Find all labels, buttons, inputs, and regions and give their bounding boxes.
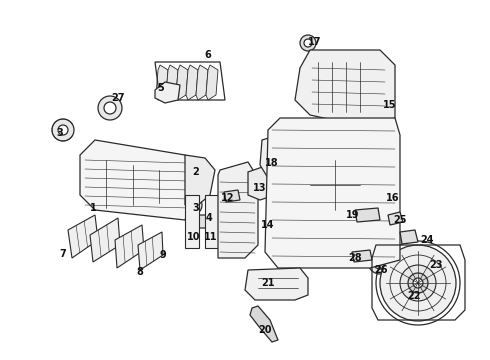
Circle shape [380,245,456,321]
Text: 15: 15 [383,100,397,110]
Polygon shape [155,82,180,103]
Circle shape [377,259,383,265]
Text: 3: 3 [193,203,199,213]
Circle shape [310,160,360,210]
Polygon shape [196,215,215,228]
Polygon shape [185,155,215,205]
Text: 19: 19 [346,210,360,220]
Text: 12: 12 [221,193,235,203]
Text: 25: 25 [393,215,407,225]
Circle shape [373,255,387,269]
Text: 8: 8 [137,267,144,277]
Text: 28: 28 [348,253,362,263]
Polygon shape [245,268,308,300]
Text: 18: 18 [265,158,279,168]
Text: 13: 13 [253,183,267,193]
Text: 17: 17 [308,37,322,47]
Circle shape [98,96,122,120]
Polygon shape [265,118,400,268]
Polygon shape [388,212,403,225]
Polygon shape [352,250,372,262]
Text: 23: 23 [429,260,443,270]
Polygon shape [400,230,418,244]
Text: 3: 3 [57,128,63,138]
Circle shape [408,273,428,293]
Polygon shape [80,140,200,220]
Circle shape [317,167,353,203]
Polygon shape [248,165,275,200]
Text: 4: 4 [206,213,212,223]
Polygon shape [218,162,258,258]
Text: 9: 9 [160,250,167,260]
Polygon shape [90,218,120,262]
Circle shape [304,39,312,47]
Text: 11: 11 [204,232,218,242]
Polygon shape [224,190,240,202]
Circle shape [300,35,316,51]
Text: 26: 26 [374,265,388,275]
Text: 14: 14 [261,220,275,230]
Circle shape [182,195,202,215]
Polygon shape [355,208,380,222]
Polygon shape [206,65,218,100]
Polygon shape [138,232,163,270]
Text: 20: 20 [258,325,272,335]
Circle shape [52,119,74,141]
Circle shape [368,250,392,274]
Polygon shape [115,225,144,268]
Text: 22: 22 [407,291,421,301]
Text: 2: 2 [193,167,199,177]
Polygon shape [295,50,395,128]
Polygon shape [185,195,199,248]
Circle shape [413,278,423,288]
Text: 27: 27 [111,93,125,103]
Circle shape [104,102,116,114]
Polygon shape [186,65,198,100]
Circle shape [188,201,196,209]
Text: 5: 5 [158,83,164,93]
Text: 16: 16 [386,193,400,203]
Text: 6: 6 [205,50,211,60]
Text: 7: 7 [60,249,66,259]
Polygon shape [250,306,278,342]
Polygon shape [156,65,168,100]
Circle shape [58,125,68,135]
Polygon shape [196,65,208,100]
Circle shape [400,265,436,301]
Text: 21: 21 [261,278,275,288]
Polygon shape [260,130,310,180]
Polygon shape [68,215,98,258]
Text: 10: 10 [187,232,201,242]
Polygon shape [176,65,188,100]
Text: 1: 1 [90,203,97,213]
Polygon shape [166,65,178,100]
Polygon shape [205,195,219,248]
Text: 24: 24 [420,235,434,245]
